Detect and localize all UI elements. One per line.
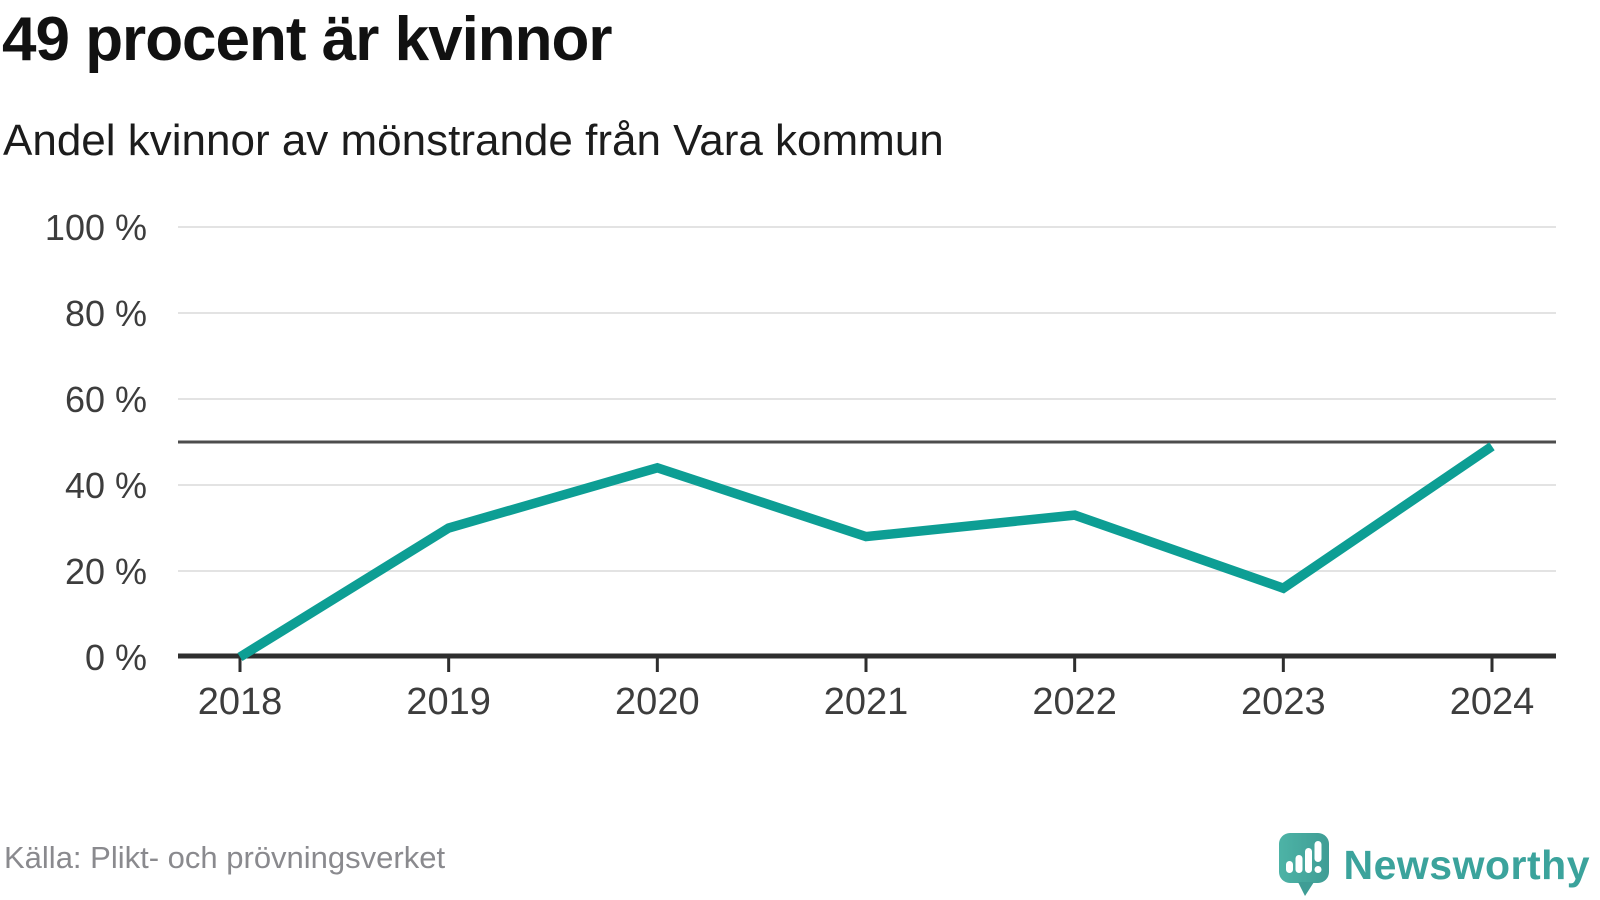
x-tick-label-2021: 2021 xyxy=(824,681,909,723)
y-tick-label-60: 60 % xyxy=(65,379,147,420)
y-tick-label-40: 40 % xyxy=(65,465,147,506)
brand-footer: Newsworthy xyxy=(1278,832,1591,898)
x-tick-label-2023: 2023 xyxy=(1241,681,1326,723)
logo-exclamation-dot xyxy=(1314,866,1321,873)
x-tick-label-2024: 2024 xyxy=(1450,681,1535,723)
x-tick-label-2019: 2019 xyxy=(406,681,491,723)
data-series-line xyxy=(237,442,1495,662)
y-tick-label-0: 0 % xyxy=(85,637,147,678)
x-tick-label-2018: 2018 xyxy=(198,681,283,723)
logo-bar-medium xyxy=(1295,855,1302,873)
source-note: Källa: Plikt- och prövningsverket xyxy=(4,840,446,875)
x-tick-label-2022: 2022 xyxy=(1032,681,1117,723)
logo-bar-tall xyxy=(1304,848,1312,873)
chart-subtitle: Andel kvinnor av mönstrande från Vara ko… xyxy=(3,116,944,165)
x-tick-label-2020: 2020 xyxy=(615,681,700,723)
y-tick-label-20: 20 % xyxy=(65,551,147,592)
newsworthy-logo-icon xyxy=(1278,833,1329,896)
brand-name: Newsworthy xyxy=(1343,841,1590,888)
y-tick-label-100: 100 % xyxy=(45,207,147,248)
page-title: 49 procent är kvinnor xyxy=(2,5,613,74)
y-tick-label-80: 80 % xyxy=(65,293,147,334)
logo-bar-short xyxy=(1285,861,1293,873)
logo-exclamation-stem xyxy=(1314,841,1321,862)
